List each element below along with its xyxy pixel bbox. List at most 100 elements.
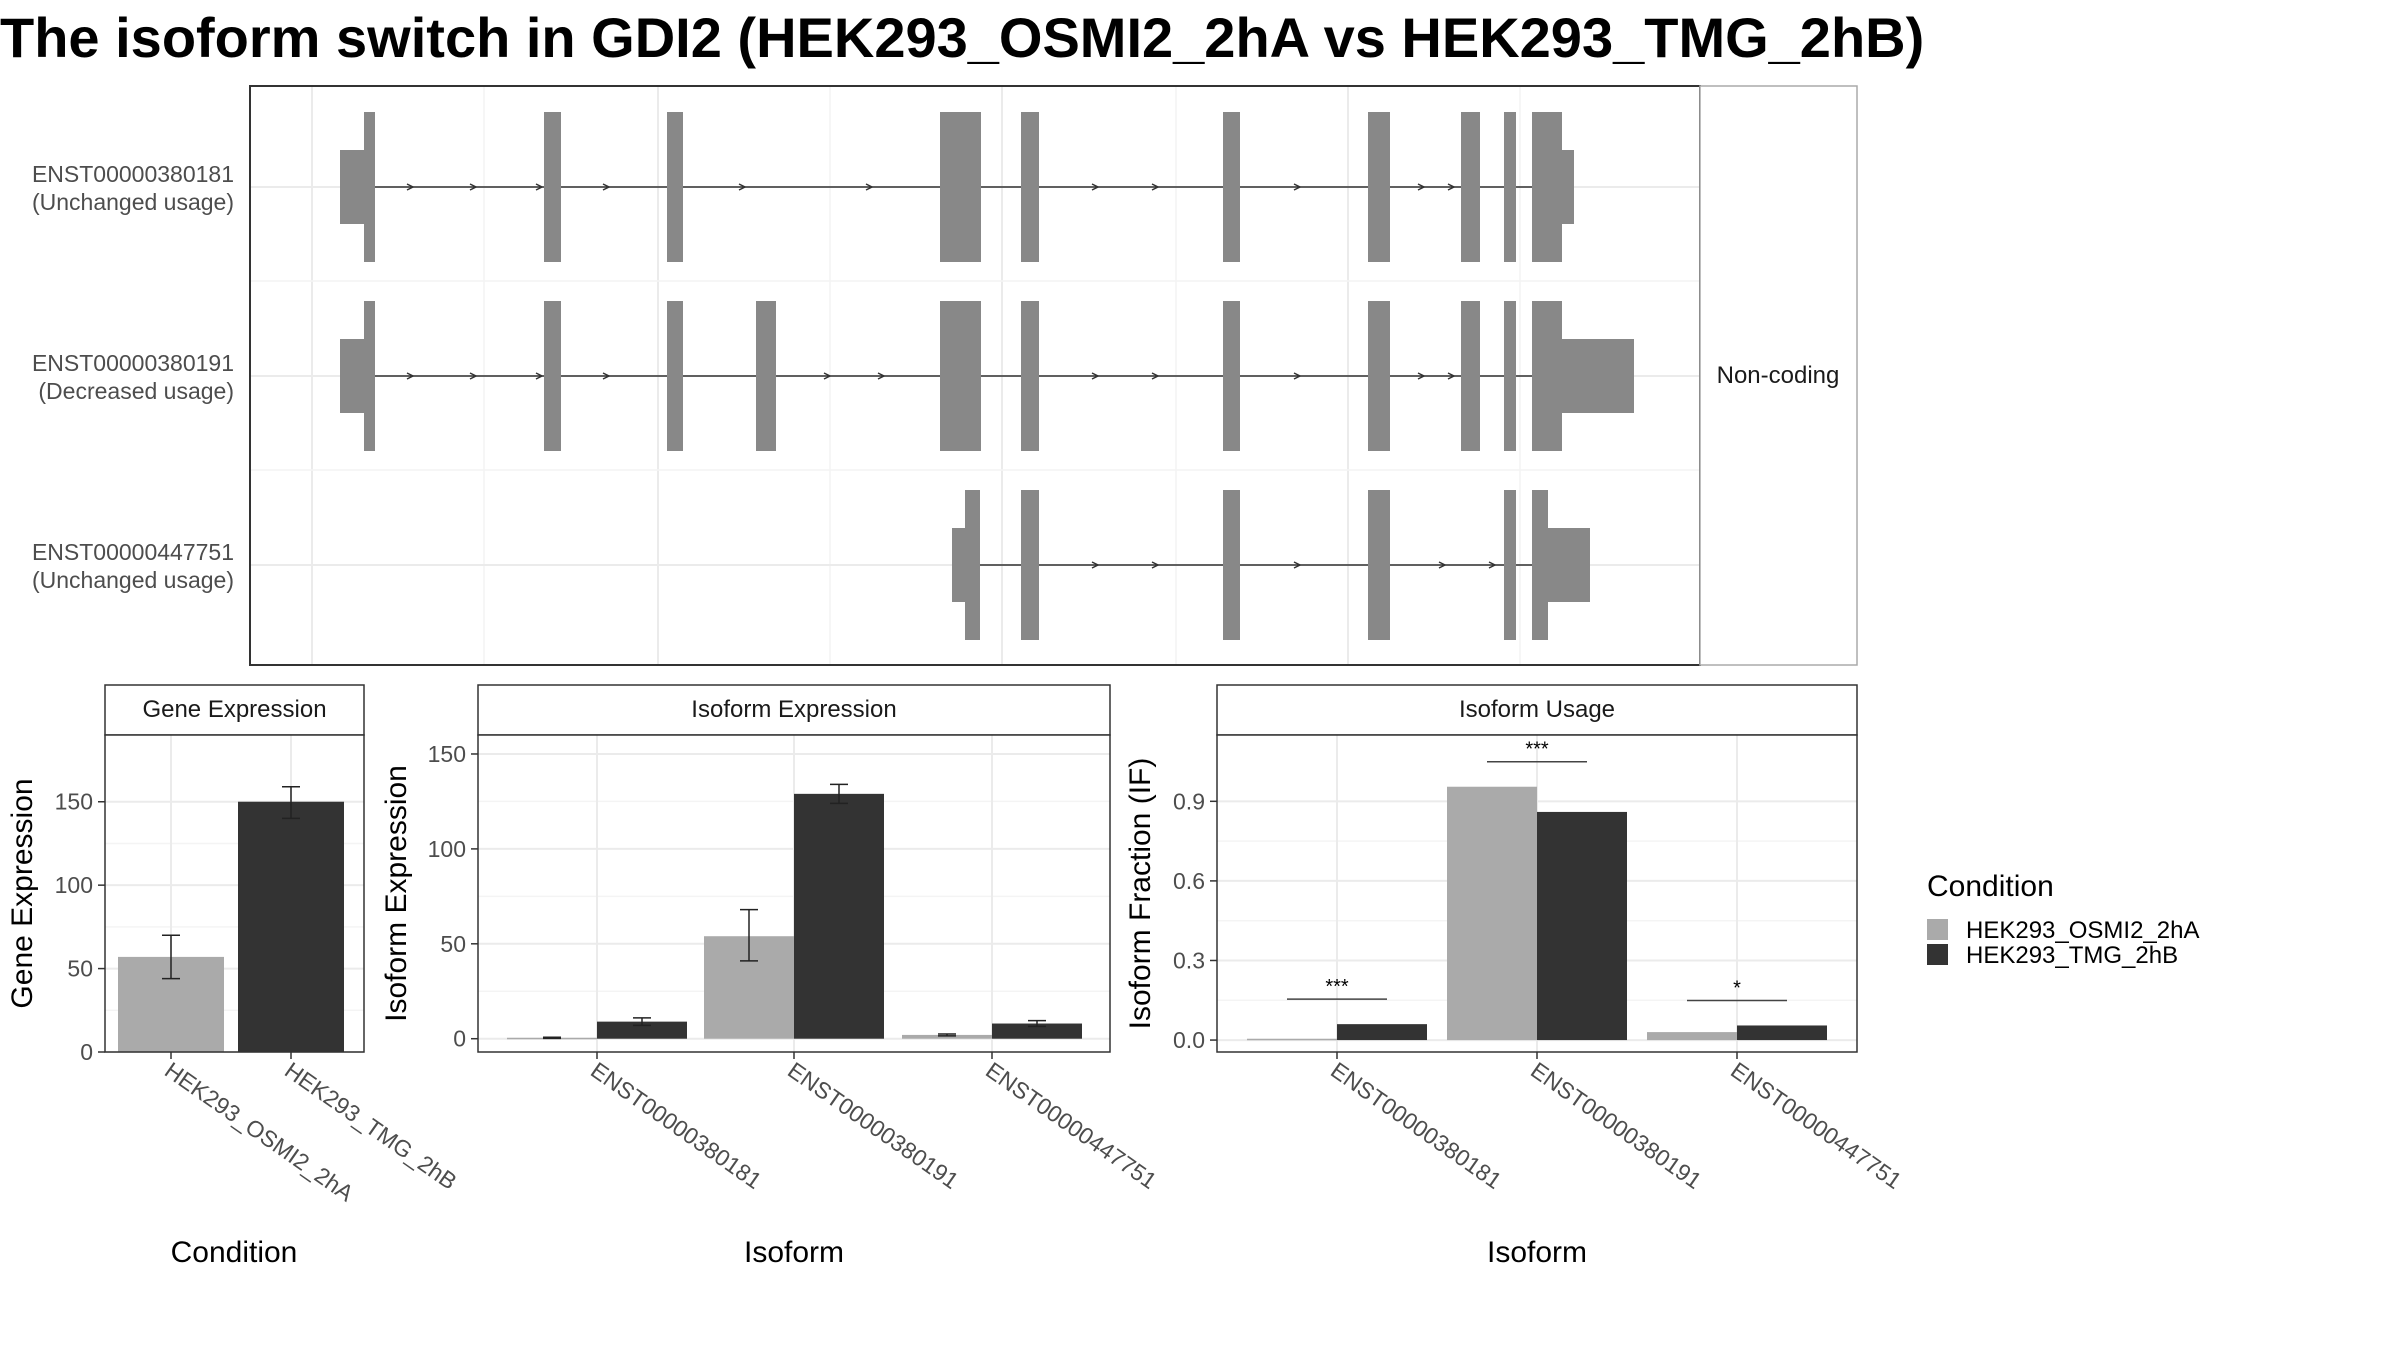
coding-exon [1368, 490, 1390, 640]
panel-title: Isoform Usage [1459, 696, 1615, 723]
y-tick-label: 150 [428, 741, 466, 767]
y-axis-title: Isoform Expression [380, 765, 413, 1022]
bar [1247, 1038, 1337, 1041]
coding-exon [1532, 490, 1548, 640]
coding-exon [756, 301, 776, 451]
bar [794, 793, 884, 1039]
coding-exon [1021, 490, 1039, 640]
y-tick-label: 0.9 [1173, 788, 1205, 814]
x-tick-label: ENST00000380181 [586, 1057, 766, 1194]
coding-exon [1461, 112, 1480, 262]
significance-label: *** [1525, 739, 1549, 761]
strand-arrow [738, 183, 747, 191]
panel-strip [1216, 684, 1858, 736]
transcript-label-3: ENST00000447751 [32, 539, 234, 565]
x-tick-label: ENST00000380191 [1526, 1057, 1706, 1194]
coding-exon [544, 112, 561, 262]
strand-arrow [1151, 183, 1160, 191]
transcript-sublabel-2: (Decreased usage) [38, 378, 234, 404]
panel-title: Isoform Expression [691, 696, 896, 723]
strand-arrow [1447, 183, 1456, 191]
bar [1647, 1032, 1737, 1041]
structure-strip-label: Non-coding [1717, 362, 1840, 389]
strand-arrow [1091, 183, 1100, 191]
transcript-structure-panel: Non-coding ENST00000380181 (Unchanged us… [32, 85, 1858, 666]
x-tick-label: HEK293_OSMI2_2hA [160, 1057, 359, 1207]
strand-arrow [877, 372, 886, 380]
strand-arrow [1417, 183, 1426, 191]
strand-arrow [865, 183, 874, 191]
legend-key-osmi2 [1927, 919, 1948, 940]
strand-arrow [1091, 561, 1100, 569]
chart-isoform_expression: Isoform Expression 0 50 100 150 ENST000003801… [380, 684, 1162, 1269]
panel-strip [104, 684, 365, 736]
coding-exon [965, 490, 980, 640]
x-tick-label: ENST00000447751 [1726, 1057, 1906, 1194]
strand-arrow [1151, 561, 1160, 569]
strand-arrow [1151, 372, 1160, 380]
significance-label: * [1733, 977, 1741, 999]
coding-exon [1461, 301, 1480, 451]
y-tick-label: 150 [55, 789, 93, 815]
coding-exon [667, 301, 683, 451]
transcript-sublabel-1: (Unchanged usage) [32, 189, 234, 215]
coding-exon [364, 112, 375, 262]
x-tick-label: ENST00000380181 [1326, 1057, 1506, 1194]
coding-exon [1223, 301, 1240, 451]
y-tick-label: 50 [440, 931, 466, 957]
structure-tracks [340, 112, 1634, 640]
bar [597, 1021, 687, 1039]
utr-exon [1548, 528, 1590, 602]
strand-arrow [602, 183, 611, 191]
y-tick-label: 0.0 [1173, 1027, 1205, 1053]
y-tick-label: 0.3 [1173, 947, 1205, 973]
coding-exon [544, 301, 561, 451]
coding-exon [1504, 112, 1516, 262]
bar [1447, 786, 1537, 1041]
bar [1337, 1024, 1427, 1041]
coding-exon [364, 301, 375, 451]
panel-border [104, 734, 365, 1053]
y-tick-label: 0 [80, 1039, 93, 1065]
x-axis-title: Isoform [744, 1236, 844, 1269]
y-tick-label: 100 [428, 836, 466, 862]
legend-key-tmg [1927, 944, 1948, 965]
coding-exon [1504, 490, 1516, 640]
transcript-sublabel-3: (Unchanged usage) [32, 567, 234, 593]
transcript-label-1: ENST00000380181 [32, 161, 234, 187]
bar-charts: Gene Expression 0 50 100 150 HEK293_OSMI2_2hA… [6, 684, 1907, 1269]
coding-exon [667, 112, 683, 262]
bar [992, 1023, 1082, 1039]
y-axis-title: Gene Expression [6, 778, 39, 1008]
structure-strip [1699, 85, 1858, 666]
x-tick-label: ENST00000447751 [981, 1057, 1161, 1194]
coding-exon [1504, 301, 1516, 451]
strand-arrow [535, 372, 544, 380]
bar [238, 801, 344, 1052]
chart-isoform_usage: Isoform Usage0.00.30.60.9*******ENST0000… [1124, 684, 1907, 1269]
utr-exon [1562, 150, 1574, 224]
strand-arrow [823, 372, 832, 380]
bar [1537, 811, 1627, 1041]
strand-arrow [406, 372, 415, 380]
strand-arrow [1293, 372, 1302, 380]
coding-exon [1368, 301, 1390, 451]
y-tick-label: 50 [67, 956, 93, 982]
strand-arrow [1447, 372, 1456, 380]
strand-arrow [1091, 372, 1100, 380]
coding-exon [1223, 490, 1240, 640]
coding-exon [1532, 301, 1562, 451]
coding-exon [940, 301, 981, 451]
coding-exon [1368, 112, 1390, 262]
panel-title: Gene Expression [142, 696, 326, 723]
y-tick-label: 0 [453, 1026, 466, 1052]
legend: Condition HEK293_OSMI2_2hA HEK293_TMG_2h… [1927, 870, 2199, 969]
significance-label: *** [1325, 976, 1349, 998]
coding-exon [1223, 112, 1240, 262]
strand-arrow [469, 372, 478, 380]
coding-exon [940, 112, 981, 262]
strand-arrow [1488, 561, 1497, 569]
strand-arrow [469, 183, 478, 191]
x-axis-title: Isoform [1487, 1236, 1587, 1269]
